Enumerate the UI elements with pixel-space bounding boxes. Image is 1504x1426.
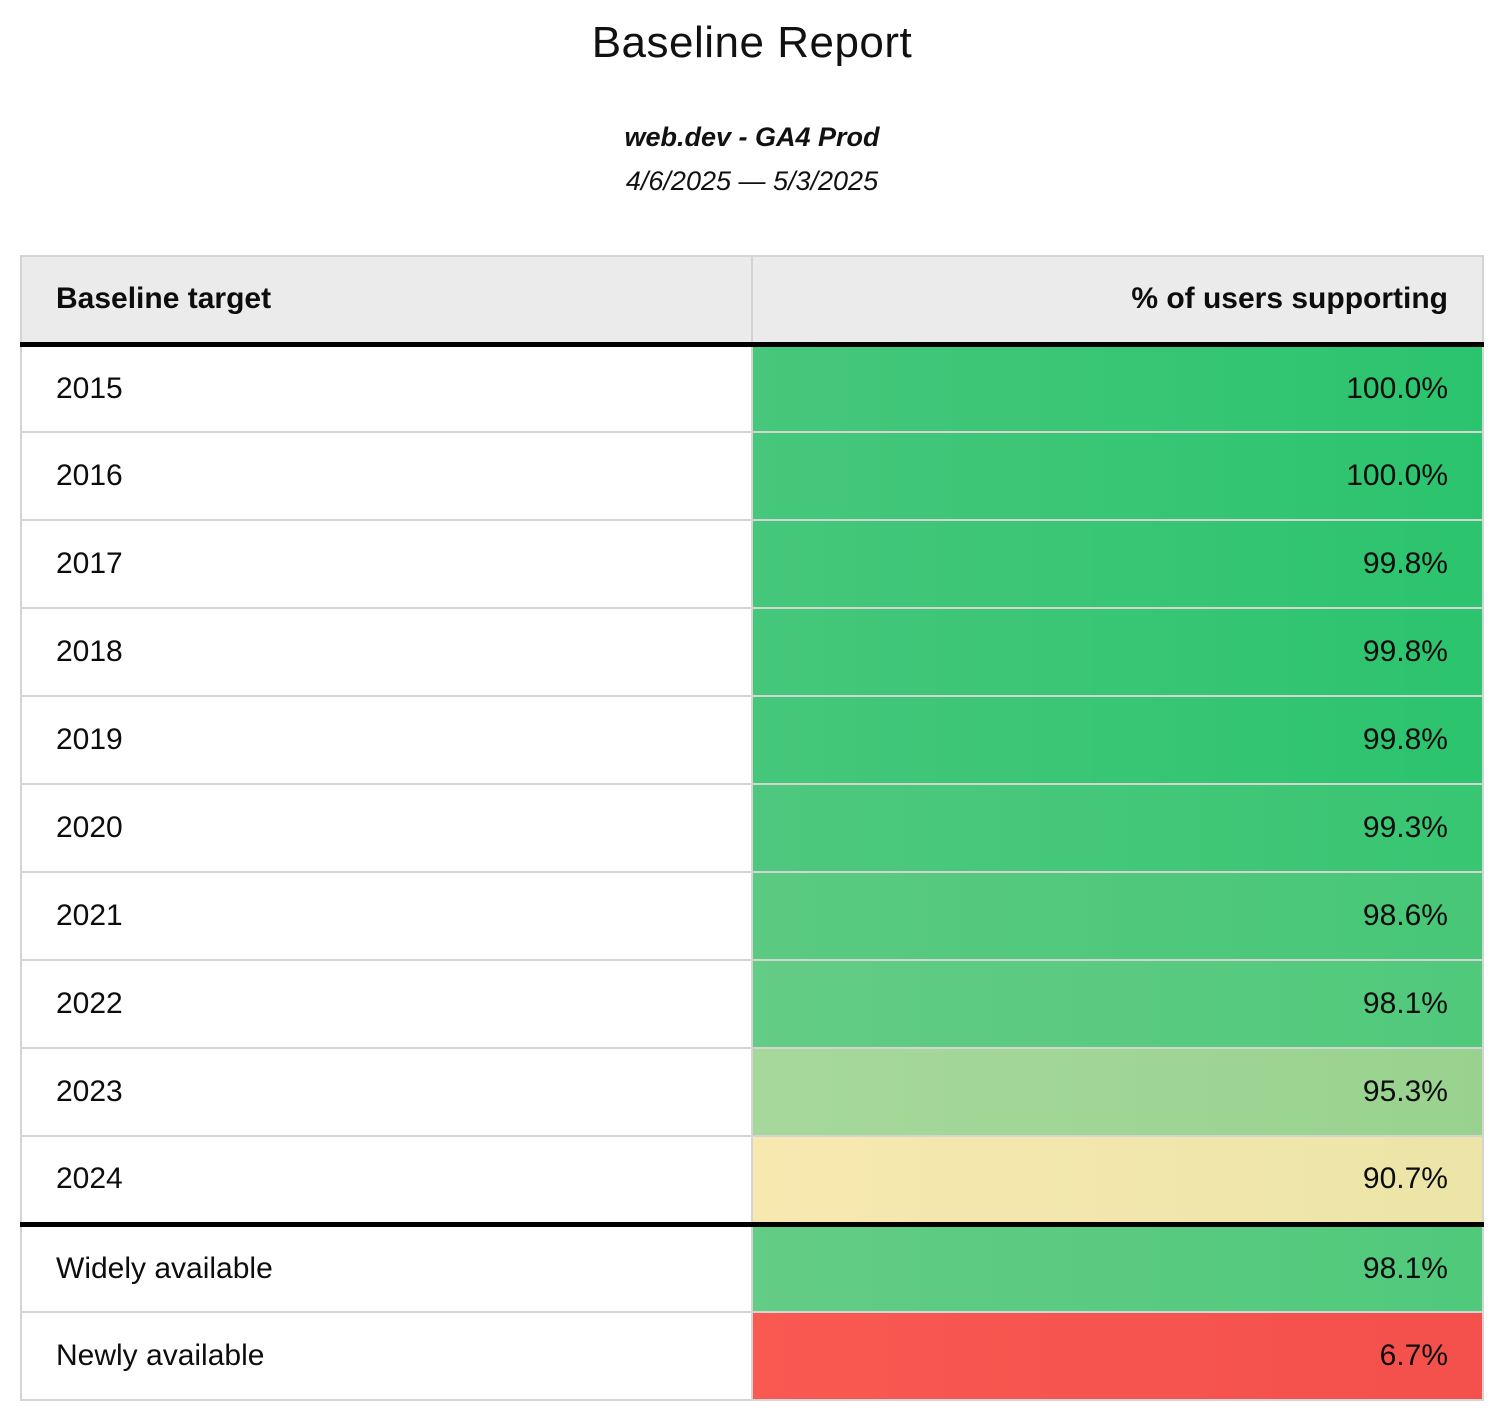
table-row: 2020 99.3% (20, 783, 1484, 873)
percent-supporting-cell: 98.1% (751, 1221, 1484, 1313)
baseline-table: Baseline target % of users supporting 20… (20, 255, 1484, 1401)
baseline-target-cell: Widely available (20, 1221, 753, 1313)
page-title: Baseline Report (591, 18, 913, 67)
table-row: Widely available 98.1% (20, 1221, 1484, 1313)
table-row: Newly available 6.7% (20, 1311, 1484, 1401)
percent-supporting-cell: 100.0% (751, 343, 1484, 433)
percent-supporting-cell: 95.3% (751, 1047, 1484, 1137)
table-row: 2024 90.7% (20, 1135, 1484, 1225)
report-property-name: web.dev - GA4 Prod (624, 122, 880, 152)
baseline-target-cell: 2015 (20, 343, 753, 433)
table-row: 2016 100.0% (20, 431, 1484, 521)
table-header: Baseline target % of users supporting (20, 255, 1484, 347)
column-header-percent-supporting: % of users supporting (751, 255, 1484, 347)
table-row: 2021 98.6% (20, 871, 1484, 961)
table-header-row: Baseline target % of users supporting (20, 255, 1484, 347)
table-row: 2019 99.8% (20, 695, 1484, 785)
percent-supporting-cell: 100.0% (751, 431, 1484, 521)
baseline-target-cell: 2021 (20, 871, 753, 961)
table-row: 2022 98.1% (20, 959, 1484, 1049)
baseline-target-cell: 2018 (20, 607, 753, 697)
percent-supporting-cell: 99.8% (751, 519, 1484, 609)
table-row: 2015 100.0% (20, 343, 1484, 433)
column-header-baseline-target: Baseline target (20, 255, 753, 347)
percent-supporting-cell: 98.6% (751, 871, 1484, 961)
baseline-target-cell: Newly available (20, 1311, 753, 1401)
baseline-target-cell: 2019 (20, 695, 753, 785)
baseline-target-cell: 2023 (20, 1047, 753, 1137)
baseline-target-cell: 2020 (20, 783, 753, 873)
baseline-target-cell: 2016 (20, 431, 753, 521)
report-date-range: 4/6/2025 — 5/3/2025 (625, 166, 879, 196)
table-row: 2017 99.8% (20, 519, 1484, 609)
table-body: 2015 100.0% 2016 100.0% 2017 99.8% 2018 99.8% 20… (20, 343, 1484, 1401)
baseline-target-cell: 2024 (20, 1135, 753, 1225)
percent-supporting-cell: 98.1% (751, 959, 1484, 1049)
percent-supporting-cell: 99.8% (751, 607, 1484, 697)
percent-supporting-cell: 99.3% (751, 783, 1484, 873)
table-row: 2023 95.3% (20, 1047, 1484, 1137)
baseline-target-cell: 2017 (20, 519, 753, 609)
percent-supporting-cell: 99.8% (751, 695, 1484, 785)
percent-supporting-cell: 90.7% (751, 1135, 1484, 1225)
table-row: 2018 99.8% (20, 607, 1484, 697)
baseline-target-cell: 2022 (20, 959, 753, 1049)
percent-supporting-cell: 6.7% (751, 1311, 1484, 1401)
